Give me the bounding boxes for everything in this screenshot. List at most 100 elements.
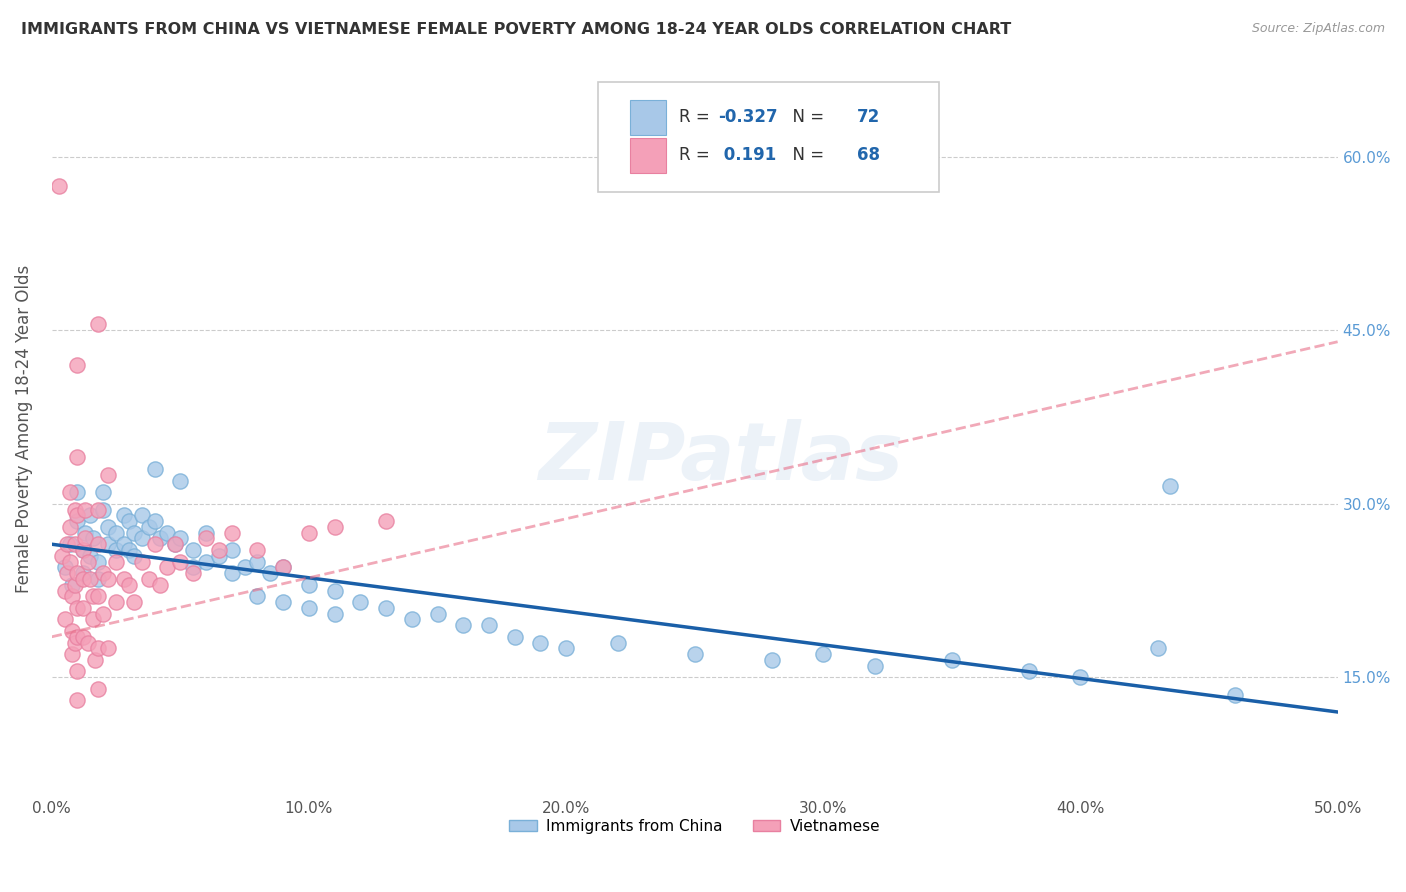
Point [323,520,346,534]
Point [149,578,172,592]
Point [105,543,128,558]
Point [82,532,104,546]
Point [451,618,474,632]
FancyBboxPatch shape [598,82,939,192]
Point [82,612,104,626]
Point [72,543,94,558]
Point [66,485,89,500]
Point [66,358,89,372]
Point [208,549,231,563]
Point [76,635,98,649]
Point [53,612,76,626]
Point [91,607,114,621]
Point [82,589,104,603]
Point [112,537,135,551]
Point [131,555,153,569]
Point [79,549,101,563]
Point [112,572,135,586]
Point [60,589,83,603]
Point [156,525,179,540]
Point [426,607,449,621]
Point [246,555,269,569]
Point [233,560,256,574]
Y-axis label: Female Poverty Among 18-24 Year Olds: Female Poverty Among 18-24 Year Olds [15,264,32,592]
Point [87,555,110,569]
Point [84,653,107,667]
FancyBboxPatch shape [630,137,666,173]
Point [97,537,120,551]
Point [375,514,398,528]
Legend: Immigrants from China, Vietnamese: Immigrants from China, Vietnamese [503,813,886,840]
Point [87,572,110,586]
Point [66,566,89,581]
Text: 0.191: 0.191 [718,146,776,164]
Point [105,525,128,540]
Point [165,537,187,551]
Point [375,600,398,615]
Point [97,641,120,656]
Point [761,653,783,667]
Point [66,508,89,523]
Point [323,607,346,621]
Point [156,560,179,574]
Point [79,508,101,523]
Point [79,572,101,586]
Point [349,595,371,609]
Point [63,537,86,551]
Point [91,485,114,500]
Point [66,600,89,615]
Point [298,600,321,615]
Point [60,578,83,592]
Point [143,462,166,476]
Point [131,532,153,546]
Point [97,572,120,586]
Point [169,474,191,488]
Point [91,502,114,516]
Point [87,641,110,656]
Point [66,450,89,465]
Point [122,525,145,540]
Point [75,502,97,516]
Point [195,525,218,540]
Point [72,630,94,644]
Text: R =: R = [679,108,716,127]
Point [76,555,98,569]
Point [138,520,160,534]
Point [181,560,204,574]
Point [60,624,83,638]
Point [478,618,501,632]
Point [259,566,281,581]
Text: Source: ZipAtlas.com: Source: ZipAtlas.com [1251,22,1385,36]
Point [143,537,166,551]
Point [72,566,94,581]
Point [208,543,231,558]
Point [298,578,321,592]
Point [63,502,86,516]
Point [63,578,86,592]
Point [195,532,218,546]
Point [72,572,94,586]
Point [75,525,97,540]
Text: N =: N = [782,108,830,127]
Point [63,635,86,649]
Point [56,566,79,581]
Text: N =: N = [782,146,830,164]
Point [131,508,153,523]
Point [246,543,269,558]
Point [91,566,114,581]
Point [1069,670,1091,684]
Point [97,520,120,534]
Point [87,318,110,332]
Point [246,589,269,603]
Point [87,502,110,516]
Point [181,543,204,558]
Point [97,467,120,482]
Point [271,560,294,574]
Point [941,653,963,667]
Point [118,514,141,528]
Point [87,589,110,603]
Point [606,635,628,649]
Point [59,520,82,534]
Text: IMMIGRANTS FROM CHINA VS VIETNAMESE FEMALE POVERTY AMONG 18-24 YEAR OLDS CORRELA: IMMIGRANTS FROM CHINA VS VIETNAMESE FEMA… [21,22,1011,37]
Point [66,693,89,707]
